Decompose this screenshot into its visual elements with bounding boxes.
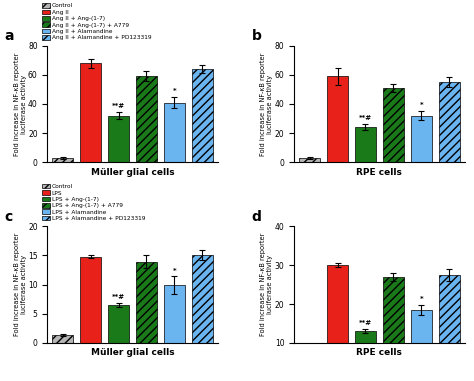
- Y-axis label: Fold increase in NF-κB reporter
luciferase activity: Fold increase in NF-κB reporter lucifera…: [260, 233, 273, 336]
- Bar: [327, 76, 348, 162]
- Bar: [136, 76, 157, 162]
- X-axis label: RPE cells: RPE cells: [356, 349, 402, 357]
- Text: **#: **#: [359, 320, 372, 327]
- Text: d: d: [252, 210, 262, 224]
- Y-axis label: Fold increase in NF-κB reporter
luciferase activity: Fold increase in NF-κB reporter lucifera…: [14, 52, 27, 156]
- Text: a: a: [5, 29, 14, 43]
- Bar: [192, 255, 213, 343]
- Bar: [192, 69, 213, 162]
- Bar: [355, 331, 376, 381]
- Text: *: *: [173, 88, 176, 94]
- Bar: [411, 310, 432, 381]
- Bar: [164, 285, 185, 343]
- Text: **#: **#: [112, 294, 125, 300]
- X-axis label: RPE cells: RPE cells: [356, 168, 402, 177]
- Y-axis label: Fold increase in NF-κB reporter
luciferase activity: Fold increase in NF-κB reporter lucifera…: [260, 52, 273, 156]
- Bar: [164, 102, 185, 162]
- Bar: [108, 116, 129, 162]
- Bar: [52, 158, 73, 162]
- Bar: [136, 262, 157, 343]
- Bar: [383, 277, 404, 381]
- Bar: [299, 158, 320, 162]
- Bar: [80, 63, 101, 162]
- Text: *: *: [419, 102, 423, 108]
- Text: *: *: [419, 296, 423, 302]
- Bar: [299, 374, 320, 381]
- Bar: [52, 335, 73, 343]
- X-axis label: Müller glial cells: Müller glial cells: [91, 168, 174, 177]
- Text: b: b: [252, 29, 262, 43]
- Text: c: c: [5, 210, 13, 224]
- Text: **#: **#: [359, 115, 372, 122]
- Legend: Control, Ang II, Ang II + Ang-(1-7), Ang II + Ang-(1-7) + A779, Ang II + Alamand: Control, Ang II, Ang II + Ang-(1-7), Ang…: [42, 3, 151, 40]
- Text: **#: **#: [112, 103, 125, 109]
- Bar: [383, 88, 404, 162]
- Bar: [411, 116, 432, 162]
- Bar: [355, 127, 376, 162]
- Bar: [327, 265, 348, 381]
- Text: *: *: [173, 267, 176, 274]
- Bar: [439, 275, 460, 381]
- Legend: Control, LPS, LPS + Ang-(1-7), LPS + Ang-(1-7) + A779, LPS + Alamandine, LPS + A: Control, LPS, LPS + Ang-(1-7), LPS + Ang…: [42, 184, 145, 221]
- X-axis label: Müller glial cells: Müller glial cells: [91, 349, 174, 357]
- Y-axis label: Fold increase in NF-κB reporter
luciferase activity: Fold increase in NF-κB reporter lucifera…: [14, 233, 27, 336]
- Bar: [439, 82, 460, 162]
- Bar: [108, 305, 129, 343]
- Bar: [80, 257, 101, 343]
